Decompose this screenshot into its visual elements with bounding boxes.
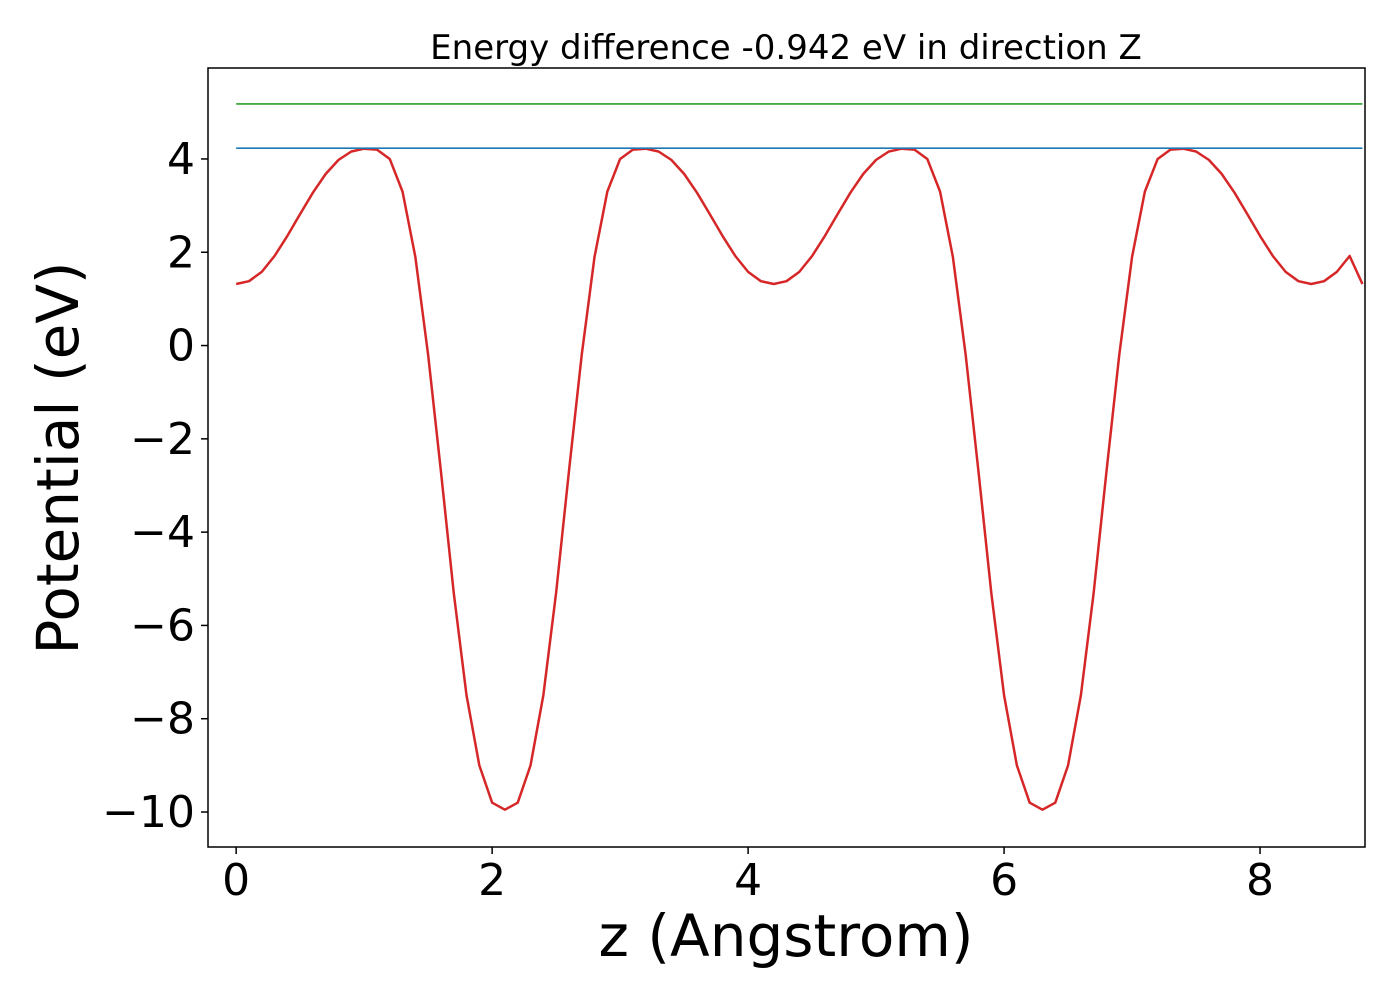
x-tick-label: 0: [222, 855, 250, 906]
y-tick-label: −6: [130, 600, 195, 651]
ticks-layer: 0 2 4 6 8 4 2 0 −2 −4 −6 −8 −10: [102, 134, 1274, 906]
x-tick-label: 4: [734, 855, 762, 906]
plot-area-frame: [207, 67, 1366, 848]
y-tick-label: −2: [130, 414, 195, 465]
x-axis-title: z (Angstrom): [599, 902, 974, 970]
y-axis-title: Potential (eV): [24, 261, 92, 654]
x-tick-label: 8: [1246, 855, 1274, 906]
series-line-1: [235, 147, 1364, 811]
y-tick-label: −8: [130, 694, 195, 745]
x-tick-label: 2: [478, 855, 506, 906]
x-tick-label: 6: [990, 855, 1018, 906]
y-tick-label: 0: [167, 321, 195, 372]
series-layer: [235, 103, 1364, 811]
y-tick-label: −4: [130, 507, 195, 558]
y-tick-label: −10: [102, 787, 195, 838]
y-tick-label: 2: [167, 227, 195, 278]
y-tick-label: 4: [167, 134, 195, 185]
chart-title: Energy difference -0.942 eV in direction…: [430, 28, 1142, 68]
